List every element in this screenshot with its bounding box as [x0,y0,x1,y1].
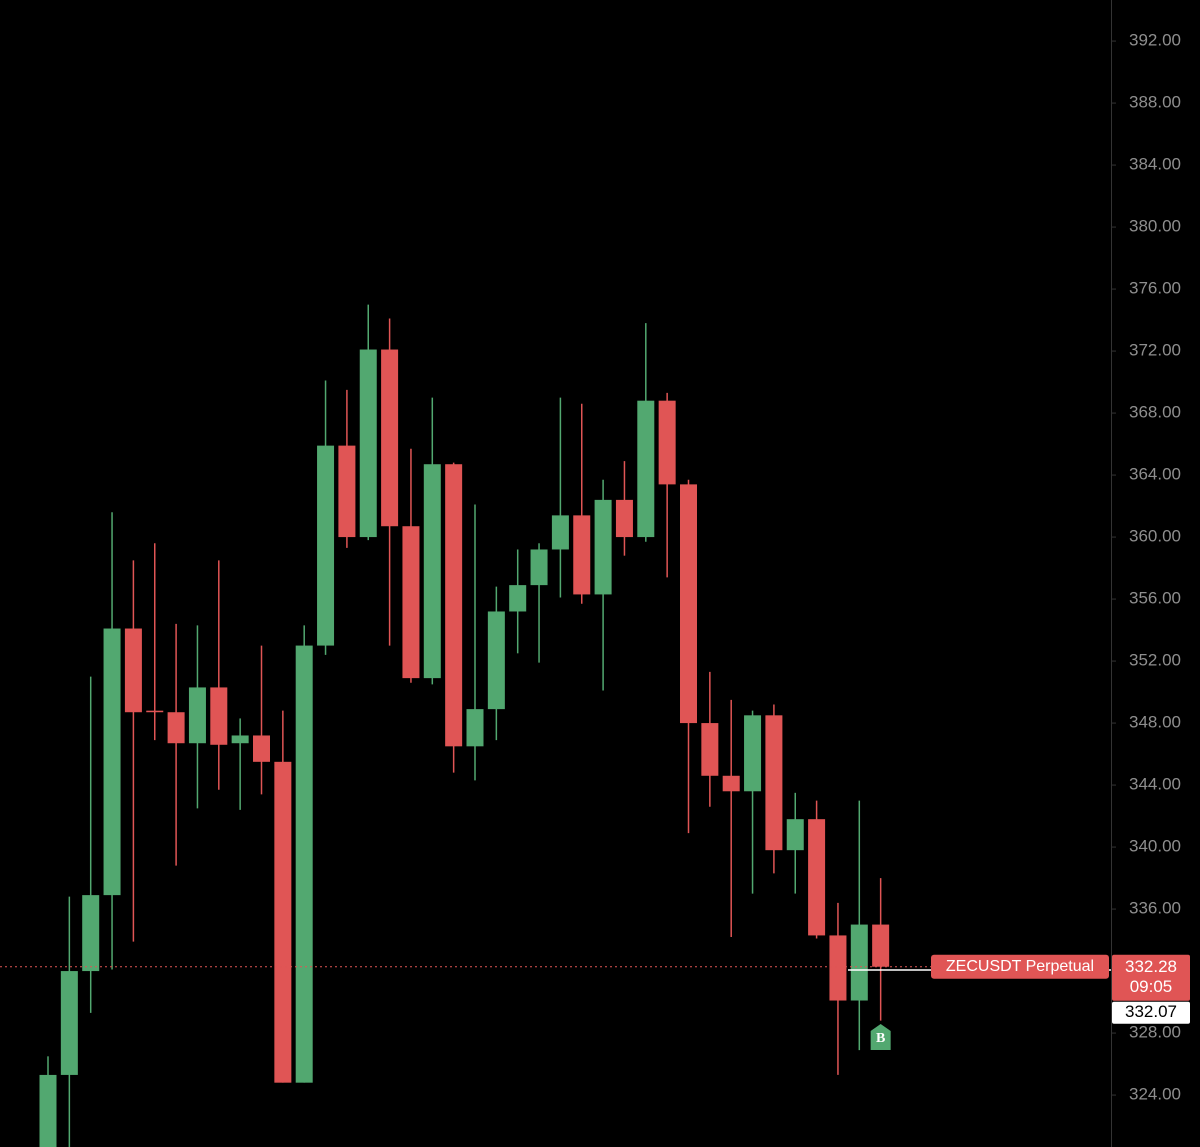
y-tick-label: 388.00 [1129,93,1181,112]
candle-body [210,687,228,745]
candle-body [701,723,719,776]
candle-body [637,400,655,538]
y-tick-label: 336.00 [1129,899,1181,918]
candle-body [445,464,463,747]
overlay: 324.00328.00332.00336.00340.00344.00348.… [0,31,1190,1104]
y-tick-label: 392.00 [1129,31,1181,50]
candle-body [594,499,612,595]
candle-body [274,761,292,1083]
y-tick-label: 364.00 [1129,465,1181,484]
y-tick-label: 352.00 [1129,651,1181,670]
candle-body [402,526,420,679]
candle-body [338,445,356,538]
candle-body [466,709,484,747]
candle-body [722,775,740,792]
candle-body [253,735,270,762]
candle-body [786,819,804,851]
candle-body [146,710,164,713]
candle-body [551,515,569,550]
candle-body [60,971,78,1075]
candle-body [167,712,185,744]
y-tick-label: 340.00 [1129,837,1181,856]
candle-body [487,611,505,710]
last-price-box [1112,954,1190,1001]
candle-body [231,735,249,744]
candle-body [39,1074,57,1147]
candle-body [808,819,826,936]
candle-body [530,549,548,586]
y-tick-label: 360.00 [1129,527,1181,546]
candle-body [829,935,847,1001]
countdown-label: 09:05 [1130,977,1173,996]
candle-body [872,924,890,967]
candle-body [765,715,783,851]
symbol-label-bg [931,954,1109,979]
candle-body [744,715,762,792]
y-tick-label: 324.00 [1129,1085,1181,1104]
symbol-label: ZECUSDT Perpetual [946,958,1094,975]
candle-body [680,484,697,724]
candle-body [573,515,591,595]
candle-body [82,895,100,972]
y-tick-label: 380.00 [1129,217,1181,236]
y-tick-label: 372.00 [1129,341,1181,360]
y-tick-label: 384.00 [1129,155,1181,174]
mark-price-box [1112,1001,1190,1024]
candle-body [615,499,633,538]
candle-body [188,687,206,744]
mark-price-label: 332.07 [1125,1002,1177,1021]
candle-body [658,400,676,485]
candles [39,304,890,1147]
y-tick-label: 368.00 [1129,403,1181,422]
y-tick-label: 356.00 [1129,589,1181,608]
y-tick-label: 344.00 [1129,775,1181,794]
y-tick-label: 376.00 [1129,279,1181,298]
candle-body [509,585,527,612]
candle-body [423,464,441,679]
buy-marker [870,1024,891,1050]
buy-marker-label: B [876,1031,885,1046]
y-tick-label: 328.00 [1129,1023,1181,1042]
candle-body [103,628,121,896]
last-price-label: 332.28 [1125,957,1177,976]
candle-body [359,349,377,538]
y-tick-label: 348.00 [1129,713,1181,732]
candle-body [850,924,868,1001]
candle-body [381,349,399,527]
candle-body [295,645,313,1083]
candle-body [124,628,142,713]
candle-body [317,445,335,646]
